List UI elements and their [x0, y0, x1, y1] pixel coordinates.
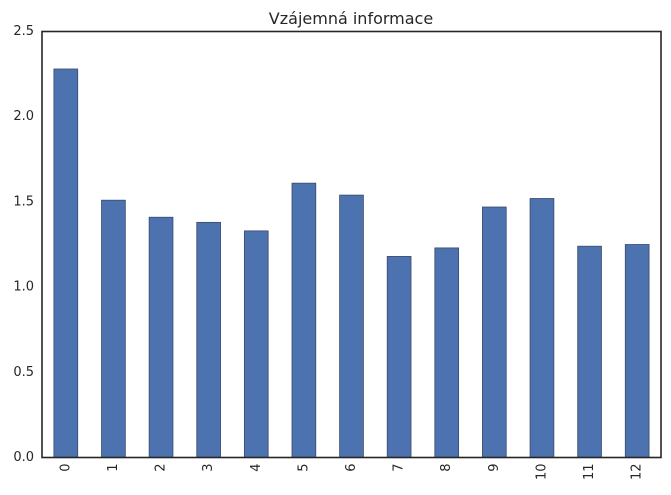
- bar-3: [196, 221, 221, 458]
- y-tick-label: 0.0: [13, 450, 34, 465]
- bar-11: [577, 245, 602, 458]
- bar-8: [434, 247, 460, 458]
- bar-0: [53, 68, 79, 458]
- x-tick-label: 0: [58, 464, 73, 472]
- bar-2: [148, 216, 174, 458]
- x-tick-label: 4: [249, 464, 264, 472]
- x-tick-label: 6: [344, 464, 359, 472]
- x-tick-label: 3: [201, 464, 216, 472]
- x-tick-label: 12: [630, 464, 645, 481]
- y-axis: 0.0 0.5 1.0 1.5 2.0 2.5: [13, 24, 34, 465]
- y-tick-label: 1.5: [13, 194, 34, 209]
- x-tick-label: 8: [439, 464, 454, 472]
- y-tick-label: 0.5: [13, 365, 34, 380]
- bar-1: [101, 199, 126, 458]
- bar-6: [339, 194, 364, 458]
- y-tick-label: 2.0: [13, 109, 34, 124]
- bars-group: [53, 68, 650, 458]
- bar-10: [529, 198, 555, 458]
- plot-frame: [41, 30, 662, 459]
- x-tick-label: 11: [582, 464, 597, 481]
- bar-4: [243, 230, 269, 458]
- bar-5: [291, 182, 317, 458]
- x-tick-label: 7: [392, 464, 407, 472]
- x-tick-label: 1: [106, 464, 121, 472]
- y-tick-label: 1.0: [13, 280, 34, 295]
- x-tick-label: 5: [296, 464, 311, 472]
- x-tick-label: 2: [154, 464, 169, 472]
- bar-7: [386, 256, 412, 458]
- x-tick-label: 10: [534, 464, 549, 481]
- y-tick-label: 2.5: [13, 24, 34, 39]
- bar-12: [624, 244, 650, 458]
- x-axis: 0 1 2 3 4 5 6 7 8 9 10 11 12: [58, 464, 644, 481]
- chart-title: Vzájemná informace: [269, 9, 433, 28]
- bar-9: [482, 206, 507, 458]
- x-tick-label: 9: [487, 464, 502, 472]
